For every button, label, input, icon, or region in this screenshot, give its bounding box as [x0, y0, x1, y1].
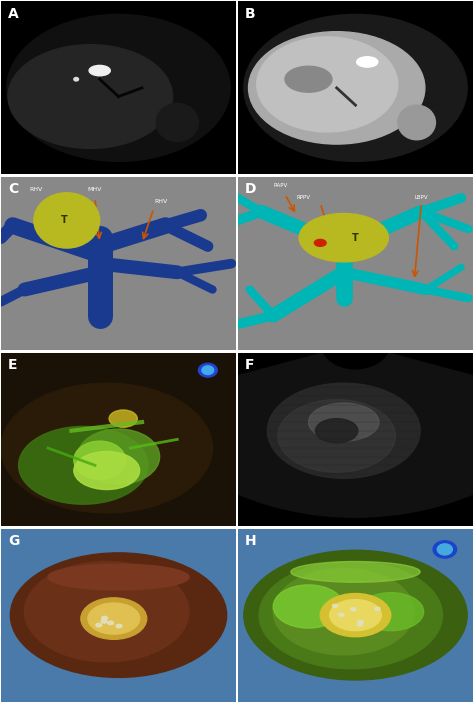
Ellipse shape [356, 57, 378, 67]
Ellipse shape [267, 383, 420, 478]
Ellipse shape [74, 451, 140, 489]
Text: RAPV: RAPV [273, 183, 287, 188]
Circle shape [433, 541, 456, 558]
Ellipse shape [74, 441, 126, 479]
Ellipse shape [108, 621, 114, 625]
Ellipse shape [244, 550, 467, 680]
Ellipse shape [257, 37, 398, 132]
Circle shape [438, 544, 452, 555]
Ellipse shape [299, 214, 388, 262]
Ellipse shape [291, 562, 420, 582]
Ellipse shape [375, 607, 380, 610]
Ellipse shape [278, 399, 395, 472]
Text: RPPV: RPPV [297, 195, 311, 200]
Ellipse shape [332, 605, 337, 607]
Text: RHV: RHV [29, 187, 43, 192]
Ellipse shape [81, 598, 147, 639]
Ellipse shape [1, 383, 212, 513]
Ellipse shape [351, 607, 356, 611]
Ellipse shape [25, 562, 189, 662]
Ellipse shape [8, 44, 173, 148]
Ellipse shape [89, 65, 110, 76]
Ellipse shape [88, 603, 140, 634]
Ellipse shape [358, 593, 424, 631]
Text: F: F [245, 358, 255, 372]
Text: H: H [245, 534, 256, 548]
Ellipse shape [309, 403, 379, 441]
Text: T: T [61, 215, 68, 226]
Ellipse shape [273, 569, 414, 655]
Text: LBPV: LBPV [415, 195, 428, 200]
Text: A: A [8, 6, 19, 20]
Ellipse shape [74, 77, 79, 81]
Circle shape [199, 363, 217, 377]
Ellipse shape [7, 14, 230, 162]
Ellipse shape [109, 410, 137, 427]
Ellipse shape [259, 562, 443, 669]
Ellipse shape [101, 619, 107, 623]
Text: RHV: RHV [154, 199, 167, 204]
Text: D: D [245, 182, 256, 196]
Ellipse shape [116, 624, 122, 628]
Ellipse shape [339, 613, 344, 617]
Text: MHV: MHV [88, 187, 102, 192]
Wedge shape [135, 353, 474, 517]
Ellipse shape [10, 553, 227, 678]
Ellipse shape [34, 193, 100, 248]
Ellipse shape [18, 427, 148, 504]
Ellipse shape [316, 418, 358, 443]
Text: E: E [8, 358, 18, 372]
Ellipse shape [357, 623, 363, 626]
Ellipse shape [314, 240, 326, 246]
Text: G: G [8, 534, 19, 548]
Ellipse shape [273, 585, 344, 628]
Ellipse shape [398, 105, 436, 140]
Ellipse shape [48, 564, 189, 590]
Ellipse shape [285, 66, 332, 92]
Ellipse shape [77, 429, 160, 484]
Text: T: T [352, 233, 359, 243]
Ellipse shape [96, 624, 102, 627]
Ellipse shape [101, 617, 108, 620]
Text: B: B [245, 6, 255, 20]
Ellipse shape [329, 600, 382, 631]
Ellipse shape [248, 32, 425, 144]
Ellipse shape [244, 14, 467, 162]
Ellipse shape [320, 593, 391, 637]
Ellipse shape [156, 103, 199, 141]
Text: C: C [8, 182, 18, 196]
Circle shape [202, 366, 214, 375]
Ellipse shape [358, 621, 363, 624]
